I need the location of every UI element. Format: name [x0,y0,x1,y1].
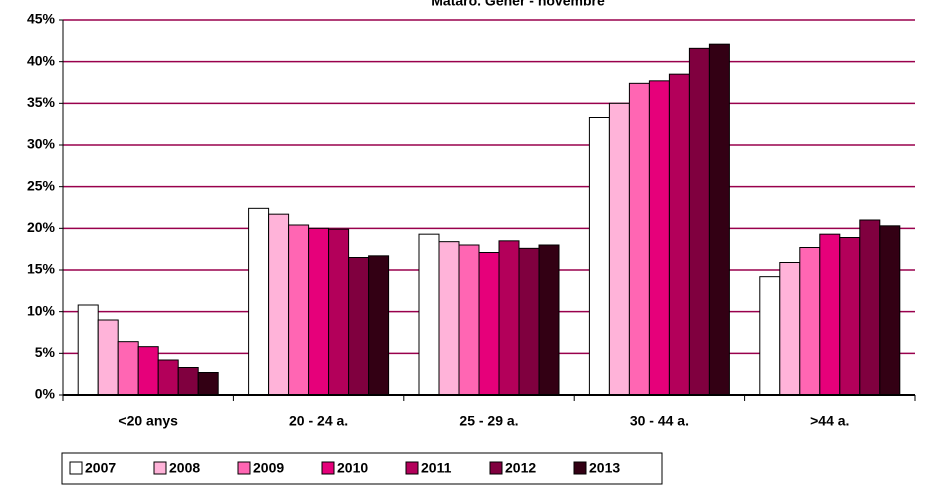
bar [197,372,219,396]
bar [308,227,330,396]
bar [819,233,841,396]
bar [328,228,350,396]
legend-swatch [321,461,335,475]
legend-label: 2010 [337,460,368,476]
y-tick-label: 10% [27,302,56,318]
bar [799,247,821,396]
legend-label: 2013 [589,460,620,476]
y-tick-label: 40% [27,52,56,68]
legend-swatch [69,461,83,475]
bar [478,252,500,396]
x-tick-label: 25 - 29 a. [459,413,518,429]
bar [588,117,610,396]
bar [839,237,861,396]
bar [779,262,801,396]
bar [348,257,370,396]
bar [157,359,179,396]
y-tick-label: 45% [27,11,56,27]
x-tick-label: 20 - 24 a. [289,413,348,429]
bar [688,47,710,396]
y-tick-label: 5% [35,344,56,360]
legend-label: 2007 [85,460,116,476]
legend-swatch [153,461,167,475]
bar [648,80,670,396]
bar [628,82,650,396]
chart-title: Mataró. Gener - novembre [431,0,605,9]
bar [268,213,290,396]
bar [498,240,520,396]
bar [288,224,310,396]
legend-swatch [405,461,419,475]
y-tick-label: 25% [27,177,56,193]
y-tick-label: 15% [27,261,56,277]
bar [668,73,690,396]
bar [518,247,540,396]
legend-label: 2011 [421,460,452,476]
bar [248,207,270,396]
x-tick-label: <20 anys [118,413,178,429]
y-tick-label: 30% [27,136,56,152]
legend-label: 2008 [169,460,200,476]
bar [177,367,199,396]
y-tick-label: 35% [27,94,56,110]
bar [759,276,781,396]
y-tick-label: 20% [27,219,56,235]
bar [97,319,119,396]
x-tick-label: >44 a. [810,413,849,429]
bar [458,244,480,396]
bar [538,244,560,396]
bar [438,241,460,396]
bar [708,43,730,396]
bar [859,219,881,396]
legend-swatch [237,461,251,475]
bar [117,341,139,396]
bar [77,304,99,396]
bar [879,225,901,396]
bar [368,255,390,396]
legend-label: 2012 [505,460,536,476]
legend-label: 2009 [253,460,284,476]
y-tick-label: 0% [35,386,56,402]
legend-swatch [489,461,503,475]
bar [418,233,440,396]
bar [608,102,630,396]
x-tick-label: 30 - 44 a. [630,413,689,429]
bar [137,346,159,396]
legend-swatch [573,461,587,475]
